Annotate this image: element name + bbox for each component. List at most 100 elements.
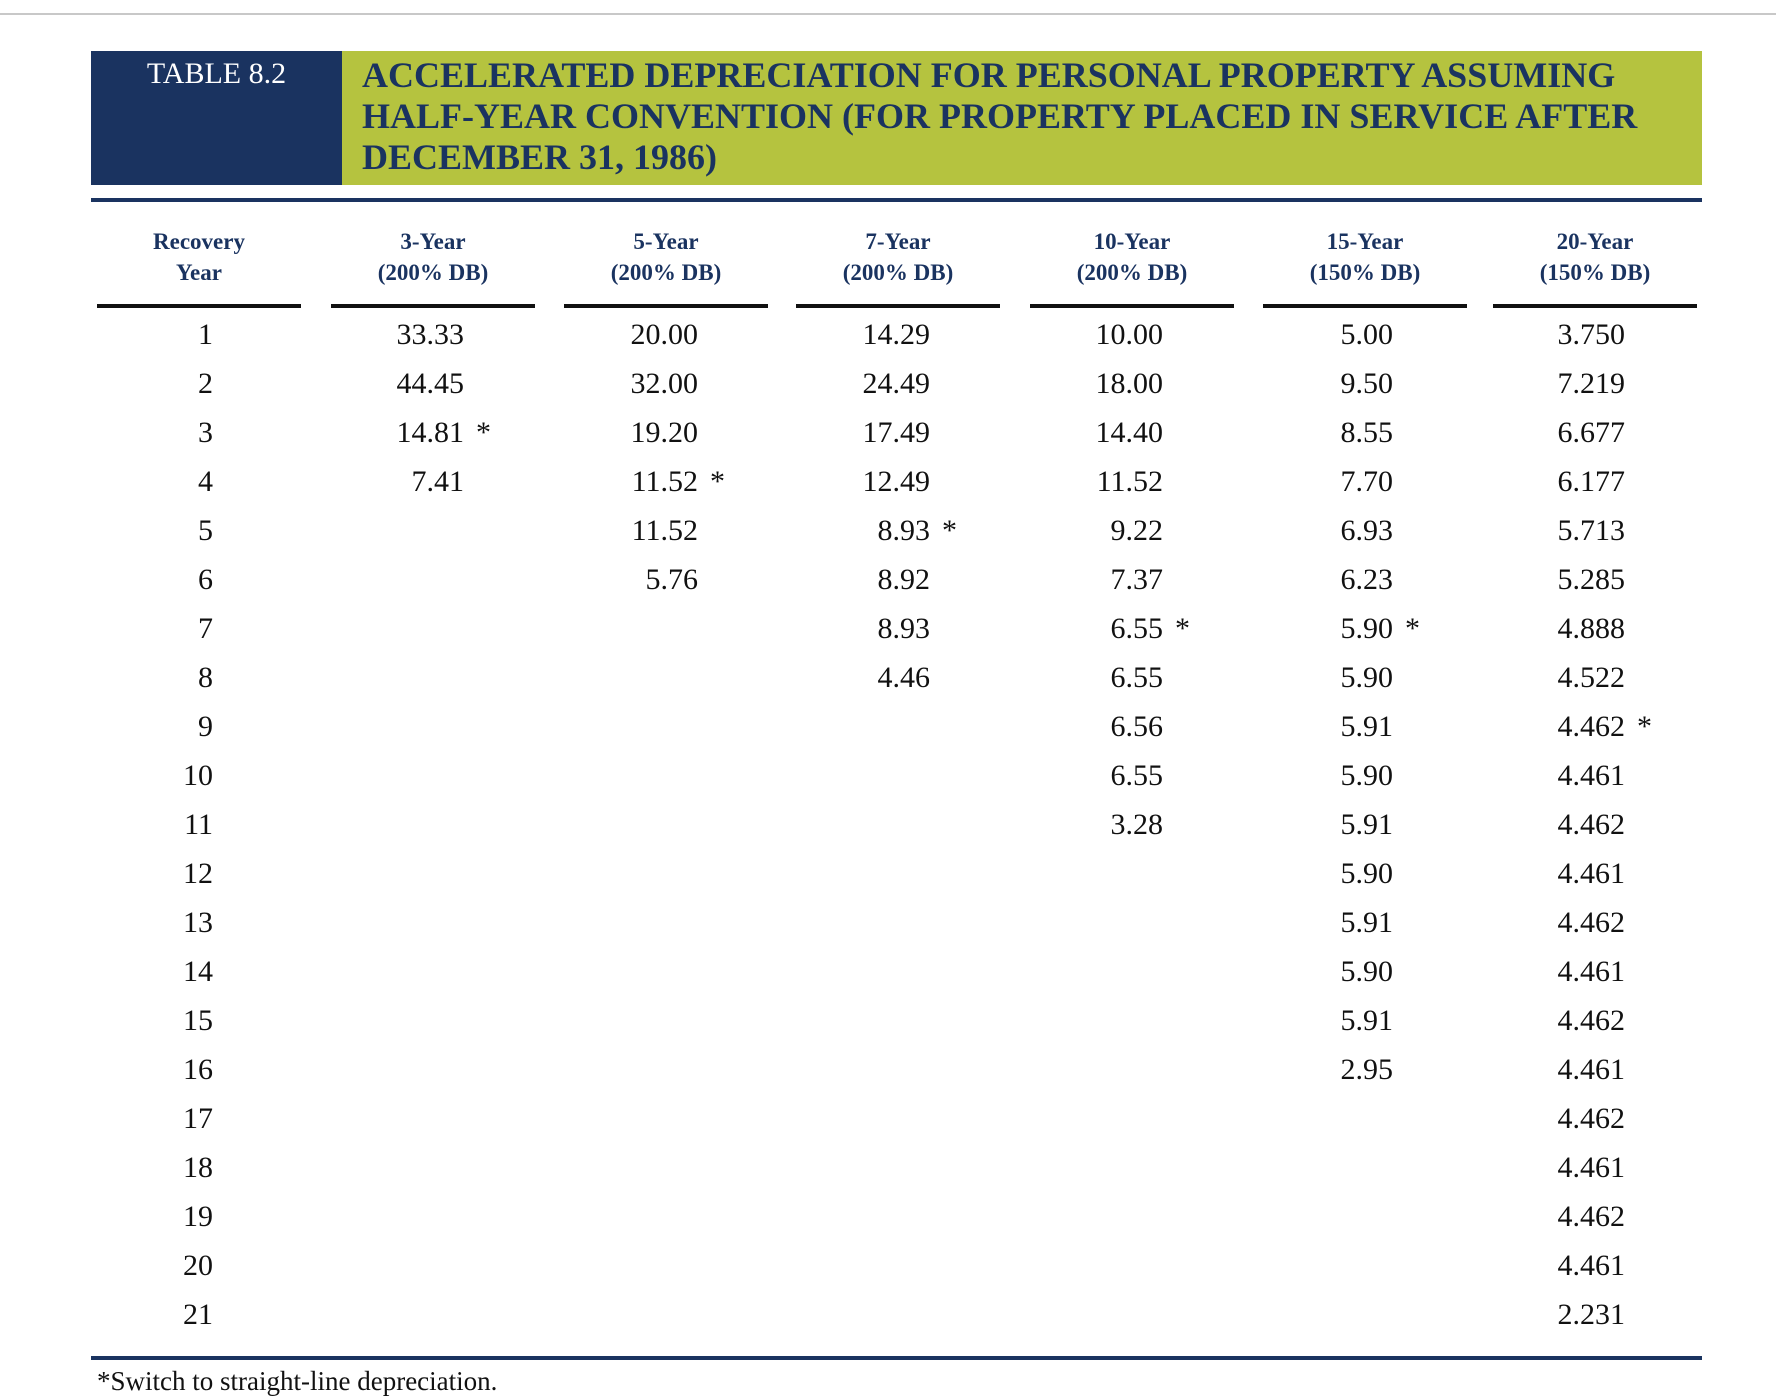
header-underline [1030, 304, 1234, 308]
cell: 6.677 [1557, 416, 1626, 449]
header-underline [564, 304, 768, 308]
cell: 7.219 [1557, 367, 1626, 400]
cell: 13 [183, 906, 213, 939]
cell: 3.28 [1110, 808, 1164, 841]
cell: 7.37 [1110, 563, 1164, 596]
cell: 8.92 [877, 563, 931, 596]
column-header: 7-Year [865, 229, 931, 254]
cell: 21 [183, 1298, 213, 1331]
header-underline [796, 304, 1000, 308]
cell: 6.93 [1340, 514, 1394, 547]
cell: 4.461 [1557, 759, 1626, 792]
column-header: (150% DB) [1539, 260, 1651, 285]
cell: 20 [183, 1249, 213, 1282]
column-header: 20-Year [1556, 229, 1634, 254]
cell: 1 [198, 318, 213, 351]
cell: 4.461 [1557, 857, 1626, 890]
cell: 5.90 [1340, 857, 1394, 890]
header-underline [97, 304, 301, 308]
cell: 9.22 [1110, 514, 1164, 547]
cell: 18.00 [1095, 367, 1164, 400]
cell: 6.55 [1110, 661, 1164, 694]
cell: 20.00 [630, 318, 699, 351]
column-header: 10-Year [1093, 229, 1171, 254]
column-header: (200% DB) [377, 260, 489, 285]
cell: 4.462 [1557, 1200, 1626, 1233]
cell: 4.461 [1557, 1053, 1626, 1086]
cell: 9 [198, 710, 213, 743]
cell: 6 [198, 563, 213, 596]
cell: 14 [183, 955, 213, 988]
footnote: *Switch to straight-line depreciation. [97, 1366, 498, 1396]
cell: 5.90 [1340, 612, 1394, 645]
header-underline [1493, 304, 1697, 308]
cell: 5.285 [1557, 563, 1626, 596]
bottom-rule [91, 1356, 1702, 1360]
cell: 8.93 [877, 612, 931, 645]
cell: 8.93 [877, 514, 931, 547]
cell: 10.00 [1095, 318, 1164, 351]
cell: 5.91 [1340, 906, 1394, 939]
cell: 5.00 [1340, 318, 1394, 351]
cell: 19 [183, 1200, 213, 1233]
column-header: 15-Year [1326, 229, 1404, 254]
cell: 2 [198, 367, 213, 400]
cell: 44.45 [396, 367, 465, 400]
footnote-marker: * [1405, 612, 1420, 645]
cell: 4.461 [1557, 955, 1626, 988]
cell: 5.91 [1340, 1004, 1394, 1037]
cell: 4.46 [877, 661, 931, 694]
cell: 15 [183, 1004, 213, 1037]
cell: 7.41 [411, 465, 465, 498]
cell: 12 [183, 857, 213, 890]
table-label: TABLE 8.2 [146, 57, 287, 90]
header-underline [1263, 304, 1467, 308]
column-header: 3-Year [400, 229, 466, 254]
column-header: (150% DB) [1309, 260, 1421, 285]
column-header: (200% DB) [842, 260, 954, 285]
cell: 5 [198, 514, 213, 547]
cell: 8.55 [1340, 416, 1394, 449]
cell: 4.888 [1557, 612, 1626, 645]
cell: 4.462 [1557, 906, 1626, 939]
column-header: Recovery [153, 229, 245, 254]
cell: 14.81 [396, 416, 465, 449]
cell: 11.52 [631, 465, 698, 498]
cell: 18 [183, 1151, 213, 1184]
cell: 32.00 [630, 367, 699, 400]
cell: 9.50 [1340, 367, 1394, 400]
title-box: ACCELERATED DEPRECIATION FOR PERSONAL PR… [342, 51, 1702, 185]
cell: 4.462 [1557, 1004, 1626, 1037]
cell: 2.95 [1340, 1053, 1394, 1086]
cell: 7.70 [1340, 465, 1394, 498]
cell: 6.55 [1110, 759, 1164, 792]
footnote-marker: * [1175, 612, 1190, 645]
cell: 4.522 [1557, 661, 1626, 694]
footnote-marker: * [942, 514, 957, 547]
cell: 10 [183, 759, 213, 792]
cell: 6.55 [1110, 612, 1164, 645]
cell: 6.23 [1340, 563, 1394, 596]
cell: 4.462 [1557, 1102, 1626, 1135]
cell: 11.52 [631, 514, 698, 547]
cell: 14.40 [1095, 416, 1164, 449]
cell: 6.177 [1557, 465, 1626, 498]
cell: 4.461 [1557, 1249, 1626, 1282]
table-label-box: TABLE 8.2 [91, 51, 342, 185]
column-header: (200% DB) [610, 260, 722, 285]
column-header: Year [176, 260, 222, 285]
header-rule [91, 198, 1702, 202]
cell: 5.90 [1340, 661, 1394, 694]
cell: 4.462 [1557, 808, 1626, 841]
cell: 11 [184, 808, 213, 841]
cell: 11.52 [1096, 465, 1163, 498]
table-title: ACCELERATED DEPRECIATION FOR PERSONAL PR… [362, 55, 1638, 177]
column-header: 5-Year [633, 229, 699, 254]
cell: 16 [183, 1053, 213, 1086]
cell: 4.462 [1557, 710, 1626, 743]
footnote-marker: * [1637, 710, 1652, 743]
header-underline [331, 304, 535, 308]
cell: 2.231 [1557, 1298, 1626, 1331]
